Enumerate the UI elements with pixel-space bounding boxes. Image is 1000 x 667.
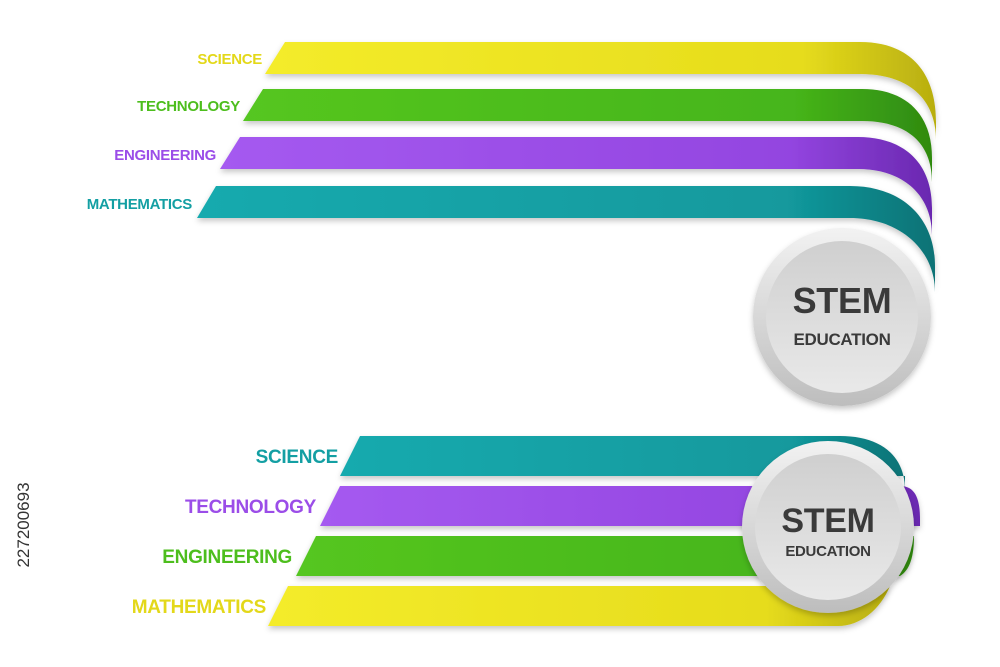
top-stem-graphic: SCIENCE TECHNOLOGY ENGINEERING MATHEMATI… [87,42,936,406]
top-stem-badge: STEM EDUCATION [753,228,931,406]
top-band-mathematics [197,186,935,292]
top-badge-title: STEM [793,280,892,321]
bottom-label-science: SCIENCE [256,447,338,468]
top-label-technology: TECHNOLOGY [137,98,240,115]
bottom-label-engineering: ENGINEERING [162,547,292,568]
bottom-stem-badge: STEM EDUCATION [742,441,914,613]
bottom-label-mathematics: MATHEMATICS [132,597,266,618]
bottom-band-science [340,436,905,490]
top-badge-subtitle: EDUCATION [793,330,890,349]
top-label-science: SCIENCE [197,51,262,68]
bottom-label-technology: TECHNOLOGY [185,497,317,518]
stock-id: 227200693 [4,430,44,620]
top-band-engineering [220,137,932,235]
top-band-science [265,42,936,140]
bottom-badge-subtitle: EDUCATION [785,543,870,560]
bottom-badge-title: STEM [781,502,874,540]
top-label-mathematics: MATHEMATICS [87,196,193,213]
top-label-engineering: ENGINEERING [114,147,216,164]
bottom-stem-graphic: SCIENCE TECHNOLOGY ENGINEERING MATHEMATI… [132,436,920,626]
top-band-technology [243,89,932,182]
bottom-band-mathematics [268,586,890,626]
stock-id-text: 227200693 [14,482,33,568]
